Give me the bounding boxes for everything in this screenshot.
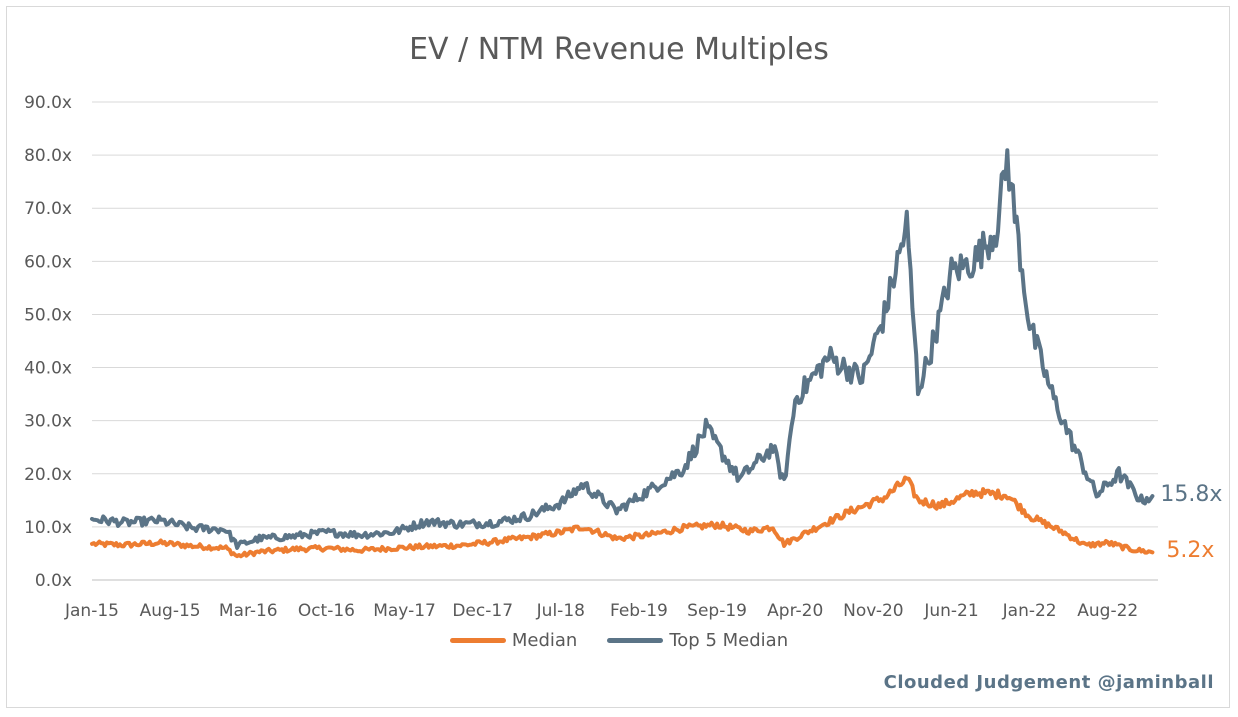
legend: Median Top 5 Median [0,630,1238,651]
x-tick-label: Sep-19 [687,601,747,621]
median-end-label: 5.2x [1166,538,1215,564]
gridlines [92,101,1158,581]
legend-label-top5-median: Top 5 Median [669,630,789,651]
top5-median-end-label: 15.8x [1160,482,1223,508]
x-tick-label: Jun-21 [923,601,978,621]
median-swatch [449,638,506,643]
series-lines [90,148,1155,559]
y-tick-label: 70.0x [24,199,72,219]
x-tick-label: Oct-16 [298,601,355,621]
legend-item-median[interactable]: Median [449,630,578,651]
y-tick-label: 80.0x [24,146,72,166]
x-tick-label: Apr-20 [767,601,823,621]
top5-median-line [90,148,1155,550]
x-tick-label: May-17 [373,601,436,621]
median-line [90,475,1155,559]
x-tick-label: Feb-19 [610,601,668,621]
legend-item-top5-median[interactable]: Top 5 Median [607,630,788,651]
x-tick-label: Jan-22 [1002,601,1057,621]
x-tick-label: Aug-22 [1077,601,1138,621]
y-axis-ticks: 0.0x 10.0x 20.0x 30.0x 40.0x 50.0x 60.0x 70.0x 8… [24,93,72,591]
y-tick-label: 90.0x [24,93,72,113]
y-tick-label: 0.0x [35,571,72,591]
legend-label-median: Median [511,630,578,651]
y-tick-label: 10.0x [24,518,72,538]
chart-frame [6,6,1230,708]
y-tick-label: 40.0x [24,359,72,379]
top5-median-swatch [607,638,664,643]
x-tick-label: Nov-20 [843,601,904,621]
y-tick-label: 50.0x [24,305,72,325]
x-tick-label: Jan-15 [64,601,119,621]
x-tick-label: Mar-16 [219,601,278,621]
x-tick-label: Aug-15 [140,601,201,621]
y-tick-label: 20.0x [24,465,72,485]
y-tick-label: 60.0x [24,252,72,272]
x-tick-label: Dec-17 [452,601,513,621]
credit: Clouded Judgement @jaminball [883,672,1214,693]
x-axis-ticks: Jan-15 Aug-15 Mar-16 Oct-16 May-17 Dec-17 Jul-… [64,601,1138,621]
x-tick-label: Jul-18 [536,601,585,621]
chart-title: EV / NTM Revenue Multiples [409,32,829,67]
y-tick-label: 30.0x [24,412,72,432]
